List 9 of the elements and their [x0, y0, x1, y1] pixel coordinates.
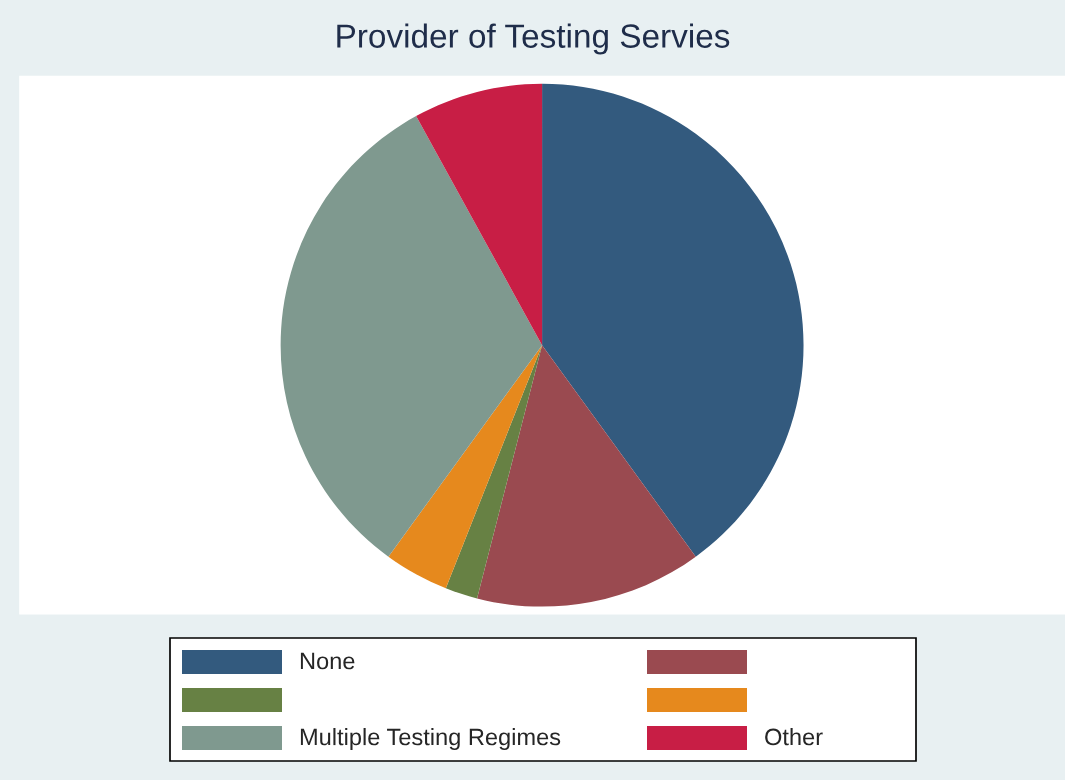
pie-slice [542, 83, 804, 557]
legend-label: None [300, 652, 355, 670]
legend-label: Other [765, 727, 823, 746]
legend-label: Multiple Testing Regimes [300, 727, 561, 751]
pie-slice [280, 116, 543, 557]
chart-title: Provider of Testing Servies [337, 23, 730, 55]
pie-slice [388, 345, 543, 589]
pie-slice [416, 83, 543, 346]
pie-slice [477, 345, 696, 607]
